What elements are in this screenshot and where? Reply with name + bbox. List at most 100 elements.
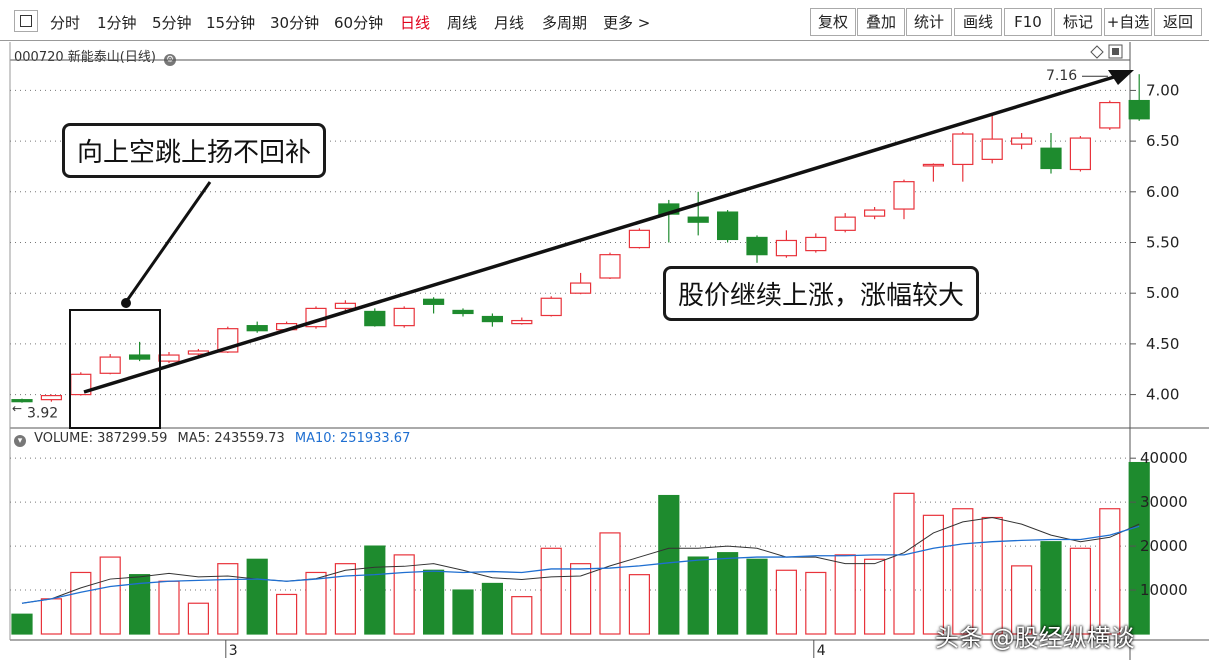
volume-bar xyxy=(276,593,298,635)
candle-body xyxy=(687,216,709,223)
volume-bar xyxy=(540,547,562,635)
tab-5min[interactable]: 5分钟 xyxy=(152,14,192,32)
gap-callout: 向上空跳上扬不回补 xyxy=(62,123,327,178)
volume-value: VOLUME: 387299.59 xyxy=(34,431,168,446)
volume-bar xyxy=(217,563,239,635)
candle-body xyxy=(746,236,768,256)
volume-bar xyxy=(775,569,798,635)
tab-1min[interactable]: 1分钟 xyxy=(97,14,137,32)
candle-body xyxy=(922,163,945,167)
volume-bar xyxy=(952,508,974,635)
price-tick-label: 6.00 xyxy=(1146,183,1179,201)
volume-bar xyxy=(511,596,533,635)
volume-bar xyxy=(158,580,180,635)
f10-button[interactable]: F10 xyxy=(1004,8,1052,36)
stock-code: 000720 xyxy=(14,50,64,65)
volume-settings-icon[interactable]: ▾ xyxy=(14,435,26,447)
statistics-button[interactable]: 统计 xyxy=(906,8,952,36)
candle-body xyxy=(334,302,356,310)
candle-body xyxy=(158,354,180,362)
panel-mode-icon-inner xyxy=(1112,48,1119,55)
volume-bar xyxy=(246,558,268,635)
volume-tick-label: 30000 xyxy=(1140,493,1188,511)
candle-body xyxy=(599,254,621,279)
price-tick-label: 4.50 xyxy=(1146,335,1179,353)
tab-30min[interactable]: 30分钟 xyxy=(270,14,320,32)
volume-bar xyxy=(1069,547,1092,635)
candle-body xyxy=(569,282,592,294)
candle-body xyxy=(805,236,827,252)
back-button[interactable]: 返回 xyxy=(1154,8,1202,36)
tab-monthly[interactable]: 月线 xyxy=(494,14,525,32)
tab-more[interactable]: 更多 > xyxy=(603,14,651,32)
candle-body xyxy=(1010,137,1033,145)
candle-body xyxy=(99,356,121,374)
candle-body xyxy=(452,309,474,315)
volume-bar xyxy=(569,563,592,635)
volume-bar xyxy=(40,598,63,635)
trend-arrow-line xyxy=(83,75,1115,394)
candle-body xyxy=(834,216,856,231)
tab-multi-period[interactable]: 多周期 xyxy=(542,14,588,32)
volume-bar xyxy=(423,569,445,635)
add-favorite-button[interactable]: +自选 xyxy=(1104,8,1152,36)
tab-fenshi[interactable]: 分时 xyxy=(50,14,81,32)
volume-tick-label: 40000 xyxy=(1140,449,1188,467)
tab-daily[interactable]: 日线 xyxy=(400,14,431,32)
volume-bar xyxy=(305,571,327,635)
candle-body xyxy=(540,297,562,317)
volume-bar xyxy=(99,556,121,635)
panel-toggle-icon[interactable] xyxy=(14,10,38,32)
volume-bar xyxy=(981,516,1003,635)
trend-callout: 股价继续上涨，涨幅较大 xyxy=(663,266,980,321)
x-tick-label: 4 xyxy=(817,643,826,659)
high-price-marker: 7.16 xyxy=(1046,68,1077,84)
price-tick-label: 7.00 xyxy=(1146,81,1179,99)
volume-bar xyxy=(452,589,474,635)
volume-bar xyxy=(687,556,709,635)
candle-body xyxy=(11,399,33,403)
tab-60min[interactable]: 60分钟 xyxy=(334,14,384,32)
volume-bar xyxy=(1099,508,1121,635)
volume-bar xyxy=(658,494,680,635)
price-tick-label: 4.00 xyxy=(1146,386,1179,404)
volume-bar xyxy=(716,552,739,635)
volume-bar xyxy=(834,554,856,635)
volume-bar xyxy=(334,563,356,635)
candle-body xyxy=(1069,137,1092,171)
candle-body xyxy=(863,209,886,217)
price-tick-label: 6.50 xyxy=(1146,132,1179,150)
volume-bar xyxy=(628,574,651,635)
draw-line-button[interactable]: 画线 xyxy=(954,8,1002,36)
volume-bar xyxy=(1010,565,1033,635)
tab-weekly[interactable]: 周线 xyxy=(447,14,478,32)
volume-bar xyxy=(599,532,621,635)
candle-body xyxy=(1040,147,1062,170)
candle-body xyxy=(511,319,533,325)
candle-body xyxy=(1099,101,1121,129)
diamond-icon xyxy=(1090,45,1104,59)
volume-bar xyxy=(1040,541,1062,635)
low-price-marker: 3.92 xyxy=(27,406,58,422)
price-tick-label: 5.50 xyxy=(1146,234,1179,252)
volume-bar xyxy=(922,514,945,635)
low-marker-arrow-icon: ← xyxy=(12,402,22,416)
overlay-button[interactable]: 叠加 xyxy=(857,8,905,36)
volume-bar xyxy=(746,558,768,635)
volume-header: ▾ VOLUME: 387299.59 MA5: 243559.73 MA10:… xyxy=(14,431,410,447)
candle-body xyxy=(364,310,386,327)
tab-15min[interactable]: 15分钟 xyxy=(206,14,256,32)
candle-body xyxy=(893,181,915,210)
candle-body xyxy=(481,315,503,323)
volume-bar xyxy=(863,558,886,635)
candle-body xyxy=(1128,99,1150,120)
mark-button[interactable]: 标记 xyxy=(1054,8,1102,36)
volume-bar xyxy=(11,613,33,635)
restore-rights-button[interactable]: 复权 xyxy=(810,8,856,36)
x-tick-label: 3 xyxy=(229,643,238,659)
volume-bar xyxy=(805,571,827,635)
volume-bar xyxy=(187,602,209,635)
volume-bar xyxy=(364,545,386,635)
watermark: 头条 @股经纵横谈 xyxy=(935,624,1135,652)
